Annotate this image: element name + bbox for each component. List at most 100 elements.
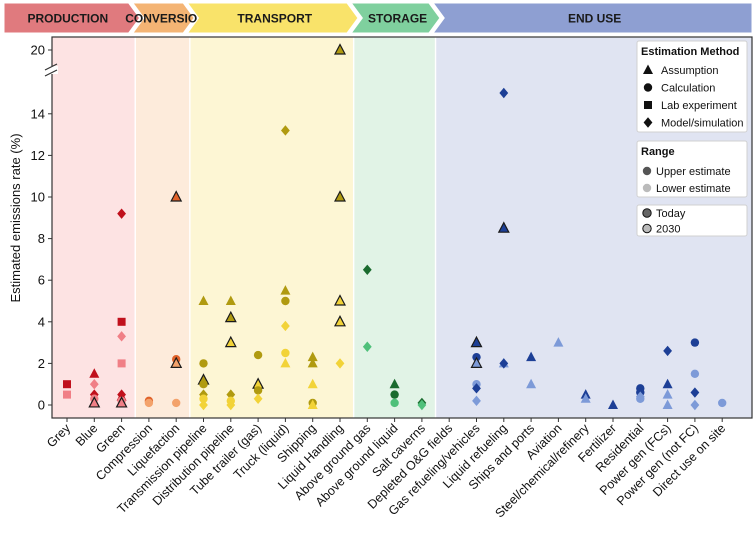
section-banner-label: TRANSPORT (237, 12, 312, 26)
legend-time-2030-icon (642, 223, 652, 234)
data-point-tube-trailer-gas--circle (253, 350, 263, 360)
data-point-direct-use-on-site-circle (718, 398, 727, 408)
data-point-distribution-pipeline-triangle (224, 310, 237, 323)
data-point-liquefaction-triangle (170, 356, 183, 368)
data-point-truck-liquid--diamond (281, 320, 290, 332)
data-point-power-gen-not-fc--circle (690, 338, 700, 347)
data-point-distribution-pipeline-diamond (226, 389, 236, 400)
x-tick-label: Grey (44, 421, 74, 451)
data-point-power-gen-not-fc--circle (690, 369, 700, 378)
legend-method-box (636, 40, 748, 133)
data-points (63, 43, 727, 411)
legend-range-lower-icon (642, 183, 652, 193)
section-band-transport (190, 37, 353, 418)
axis-break-mark (44, 63, 58, 71)
section-banner-production (3, 2, 141, 34)
section-banner-end-use (432, 2, 753, 34)
data-point-fertilizer-triangle (608, 399, 618, 409)
legend-method-label: Calculation (661, 83, 715, 95)
data-point-salt-caverns-diamond (417, 399, 427, 411)
data-point-grey-square (63, 390, 71, 399)
data-point-tube-trailer-gas--circle (253, 386, 263, 395)
legend-method-label: Assumption (661, 65, 718, 77)
legend-time-today-icon (642, 208, 652, 218)
y-tick-label: 12 (31, 148, 45, 163)
data-point-above-ground-gas-diamond (362, 341, 372, 352)
data-point-liquefaction-circle (172, 398, 181, 408)
y-tick-label: 8 (38, 231, 45, 246)
data-point-distribution-pipeline-triangle (224, 335, 237, 348)
data-point-blue-diamond (89, 379, 99, 390)
data-point-truck-liquid--diamond (281, 125, 290, 136)
data-point-liquid-refueling-diamond (499, 358, 509, 369)
data-point-above-ground-liquid-triangle (389, 378, 400, 389)
legend-triangle-icon (643, 64, 653, 74)
data-point-tube-trailer-gas--diamond (253, 393, 263, 404)
data-point-distribution-pipeline-diamond (226, 399, 236, 411)
section-banner-storage (350, 2, 441, 34)
legend-range-label: Lower estimate (656, 183, 731, 195)
data-point-steel-chemical-refinery-triangle (580, 393, 591, 403)
data-point-power-gen-fcs--triangle (662, 389, 673, 399)
data-point-grey-square (63, 380, 71, 389)
data-point-liquid-handling-diamond (335, 358, 345, 369)
section-banner-label: STORAGE (368, 12, 427, 26)
data-point-gas-refueling-vehicles-triangle (470, 335, 483, 348)
legend-time-label: 2030 (656, 224, 680, 236)
data-point-green-square (117, 359, 126, 368)
data-point-ships-and-ports-triangle (526, 378, 537, 389)
legend-range-label: Upper estimate (656, 166, 731, 178)
y-tick-label: 4 (38, 314, 45, 329)
y-tick-label: 14 (31, 106, 45, 121)
data-point-transmission-pipeline-circle (199, 359, 208, 368)
data-point-green-triangle (115, 396, 128, 408)
data-point-green-square (117, 317, 126, 326)
data-point-green-diamond (117, 208, 126, 219)
data-point-gas-refueling-vehicles-diamond (472, 383, 481, 394)
data-point-above-ground-gas-diamond (362, 264, 372, 275)
y-tick-label: 20 (31, 43, 45, 58)
legend-time-box (636, 204, 748, 237)
data-point-above-ground-liquid-circle (390, 390, 399, 399)
data-point-liquid-refueling-diamond (499, 87, 509, 99)
y-tick-label: 10 (31, 190, 45, 205)
section-banner-conversion (131, 2, 195, 34)
y-tick-label: 0 (38, 398, 45, 413)
plot-frame (51, 36, 753, 419)
data-point-gas-refueling-vehicles-triangle (470, 356, 483, 368)
data-point-distribution-pipeline-triangle (225, 295, 236, 305)
data-point-truck-liquid--triangle (280, 357, 291, 368)
section-banner-label: CONVERSION (125, 12, 206, 26)
data-point-compression-circle (144, 398, 154, 408)
data-point-blue-triangle (89, 368, 100, 378)
legend-method-label: Lab experiment (661, 100, 737, 112)
legend-method-label: Model/simulation (661, 118, 744, 130)
data-point-shipping-triangle (307, 351, 318, 362)
data-point-power-gen-not-fc--diamond (690, 387, 700, 398)
data-point-residential-circle (636, 394, 645, 403)
section-band-storage (354, 37, 435, 418)
data-point-above-ground-liquid-circle (390, 398, 399, 408)
data-point-liquid-refueling-triangle (497, 221, 510, 233)
section-banner-transport (186, 2, 359, 34)
y-tick-label: 6 (38, 273, 45, 288)
data-point-truck-liquid--triangle (280, 285, 291, 295)
data-point-power-gen-not-fc--diamond (690, 399, 700, 411)
data-point-power-gen-fcs--triangle (662, 378, 673, 389)
section-band-conversion (135, 37, 190, 418)
category-labels: Grey BlueGreenCompressionLiquefactionTran… (44, 418, 728, 521)
data-point-liquid-handling-triangle (334, 43, 346, 55)
data-point-shipping-triangle (307, 357, 318, 368)
data-point-transmission-pipeline-diamond (199, 399, 208, 411)
legend-diamond-icon (643, 117, 653, 128)
legend-range-box (636, 140, 748, 198)
legend-time-label: Today (656, 208, 686, 220)
legend-square-icon (644, 101, 652, 109)
legend: Estimation Method Assumption Calculation La… (636, 40, 748, 237)
data-point-ships-and-ports-triangle (526, 351, 537, 362)
data-point-green-diamond (117, 331, 126, 342)
data-point-transmission-pipeline-circle (199, 380, 208, 389)
data-point-transmission-pipeline-circle (199, 394, 208, 403)
